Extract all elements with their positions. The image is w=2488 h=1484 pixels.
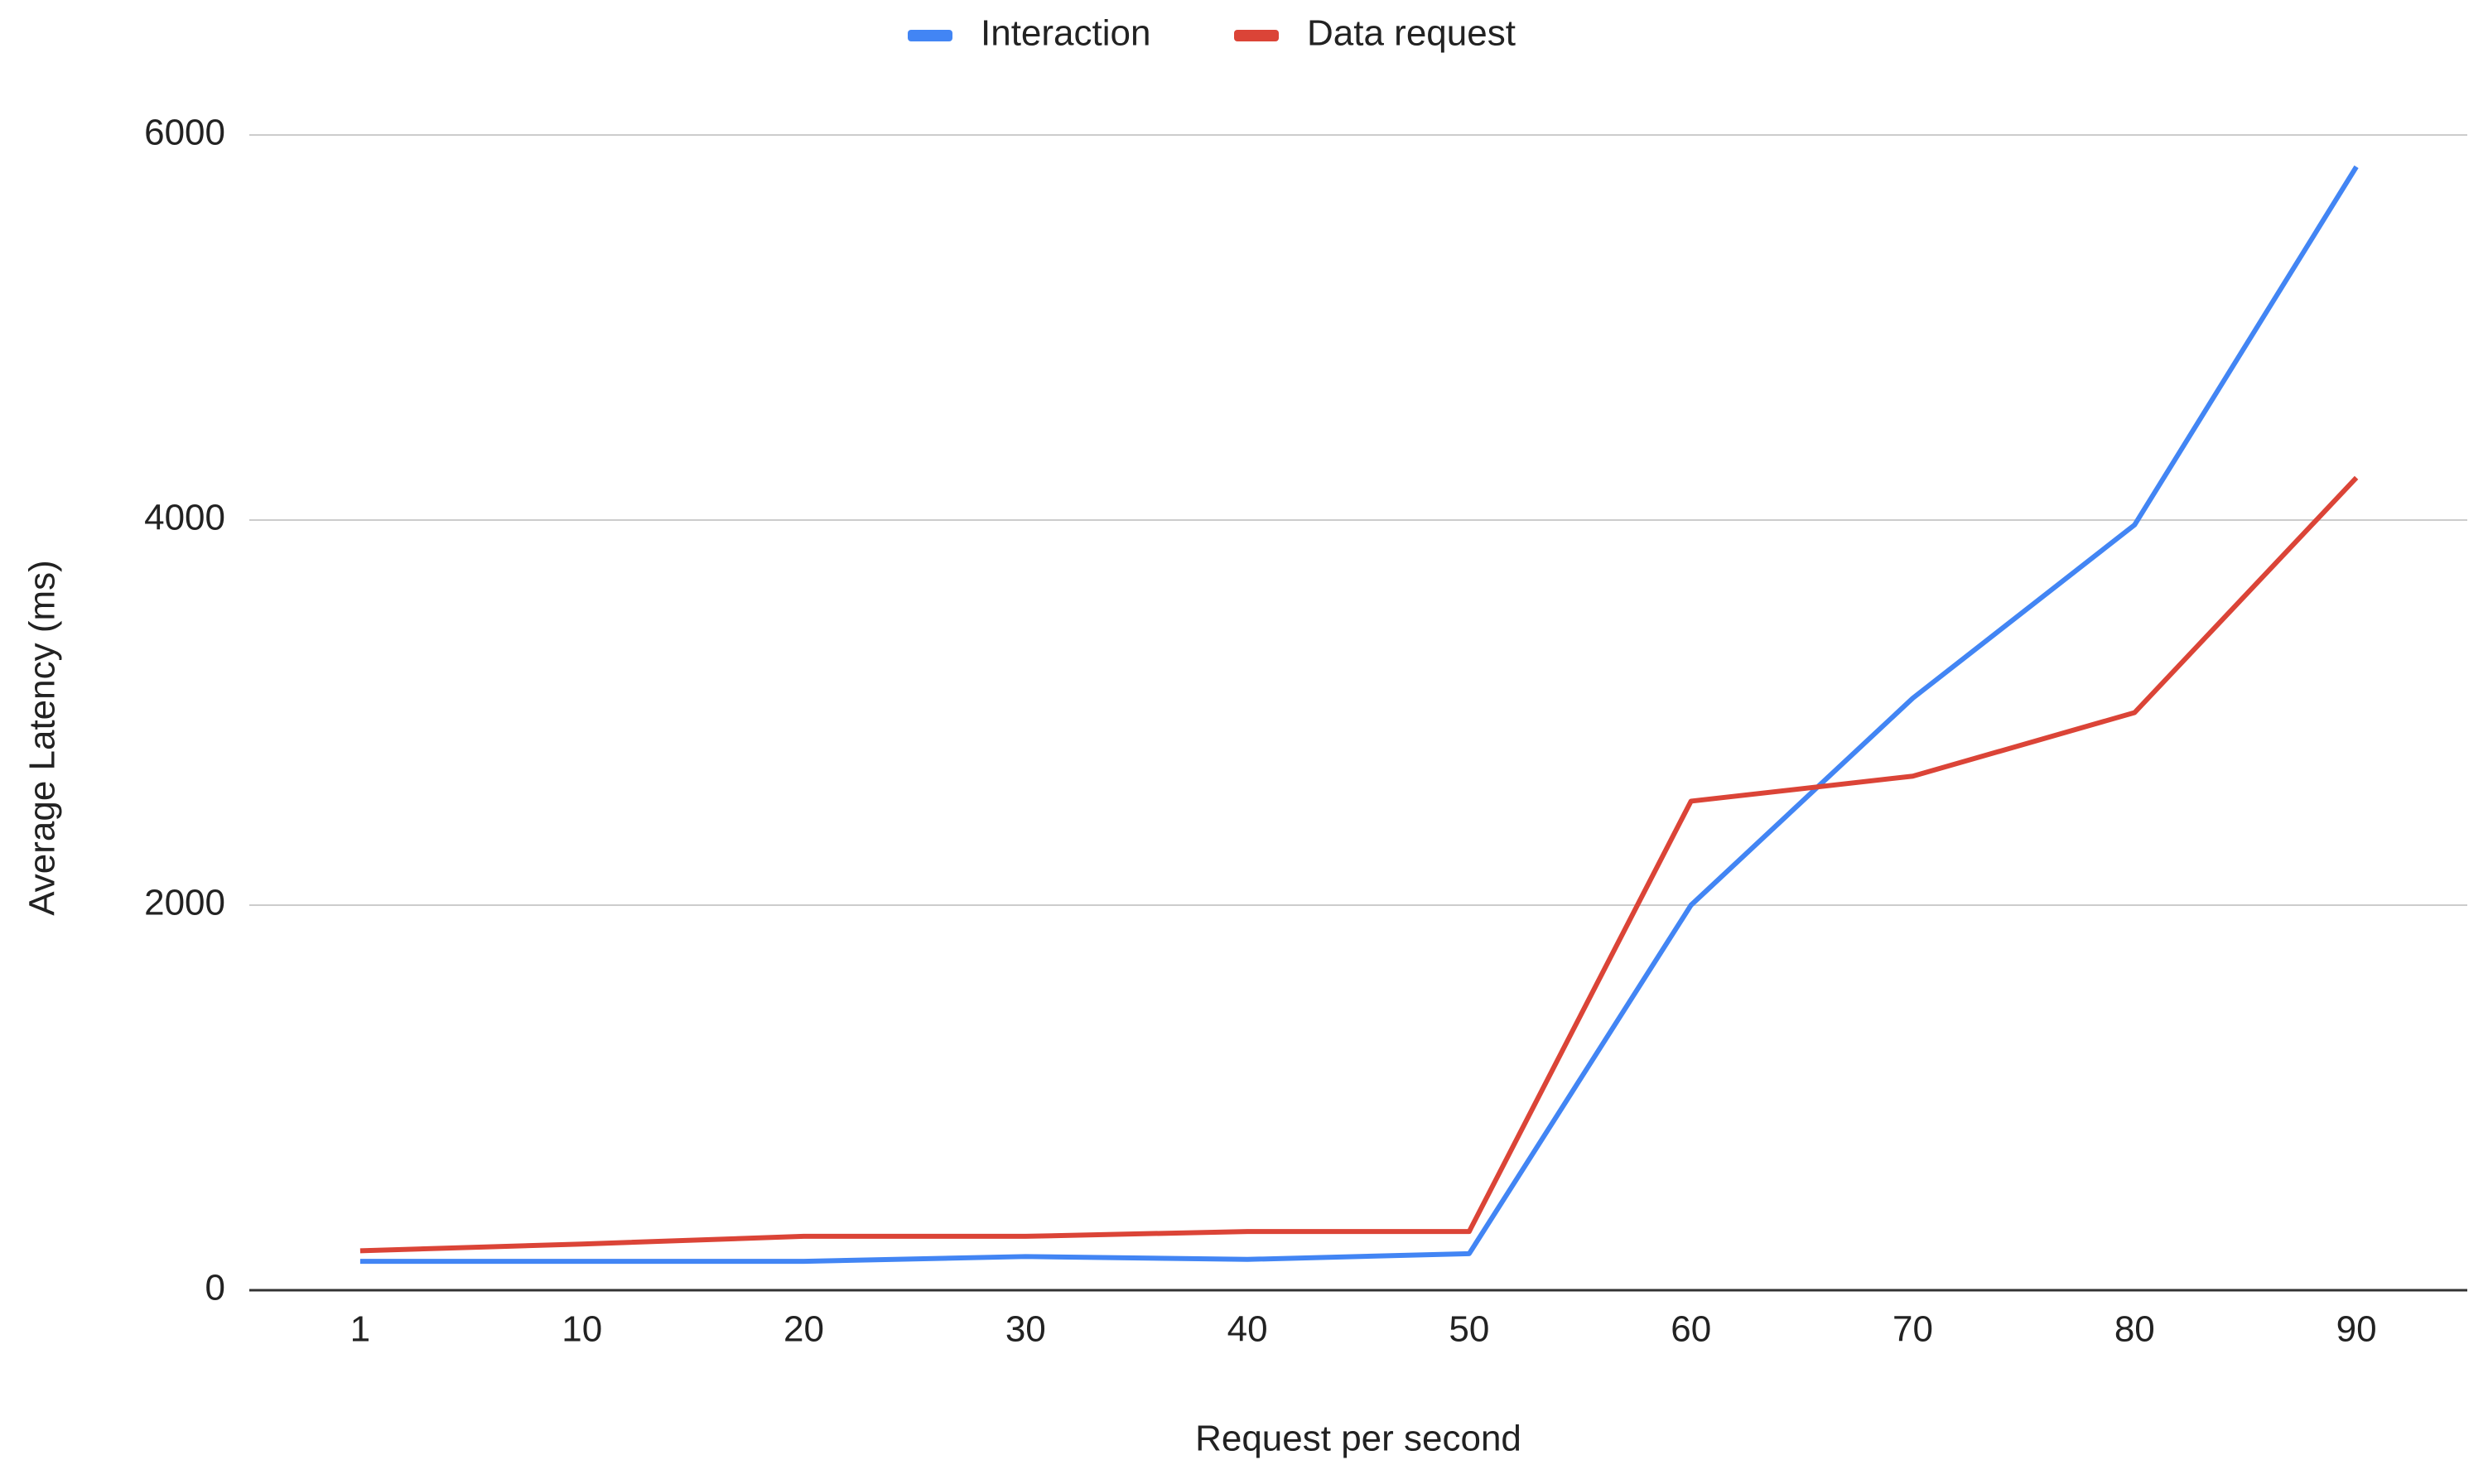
y-tick-label: 2000 <box>144 883 225 923</box>
legend-label: Data request <box>1307 13 1516 54</box>
line-series <box>359 165 2359 1265</box>
y-tick-label: 0 <box>205 1268 225 1308</box>
x-tick-label: 40 <box>1227 1309 1268 1350</box>
x-tick-label: 1 <box>350 1309 370 1350</box>
legend-swatch <box>908 30 952 41</box>
y-tick-label: 4000 <box>144 498 225 538</box>
x-tick-label: 90 <box>2336 1309 2377 1350</box>
x-tick-label: 50 <box>1449 1309 1489 1350</box>
x-tick-label: 20 <box>784 1309 824 1350</box>
x-tick-label: 60 <box>1671 1309 1711 1350</box>
x-tick-label: 80 <box>2114 1309 2155 1350</box>
y-axis-title: Average Latency (ms) <box>22 560 63 916</box>
x-axis-title: Request per second <box>1195 1419 1521 1459</box>
line-series <box>359 475 2359 1254</box>
legend-swatch <box>1234 30 1279 41</box>
legend-label: Interaction <box>981 13 1150 54</box>
x-tick-label: 30 <box>1005 1309 1046 1350</box>
y-tick-label: 6000 <box>144 113 225 153</box>
x-tick-label: 10 <box>562 1309 602 1350</box>
x-tick-label: 70 <box>1893 1309 1933 1350</box>
